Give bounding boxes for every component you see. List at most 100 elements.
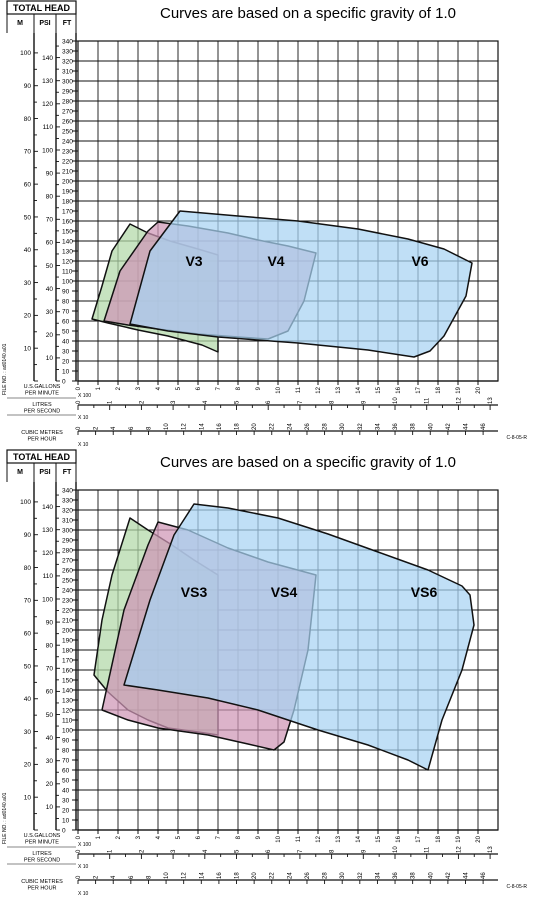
gpm-tick-label: 8 — [236, 835, 242, 839]
ft-tick-label: 150 — [62, 677, 73, 684]
gpm-tick-label: 1 — [96, 835, 102, 839]
gpm-tick-label: 20 — [476, 386, 482, 393]
pump-curve-chart-bottom: TOTAL HEAD M PSI FT Curves are based on a sp… — [2, 449, 527, 897]
m-tick-label: 80 — [24, 116, 32, 123]
ft-tick-label: 310 — [62, 517, 73, 524]
lps-tick-label: 8 — [330, 400, 336, 404]
gpm-tick-label: 9 — [256, 835, 262, 839]
m-tick-label: 20 — [24, 313, 32, 320]
cmh-tick-label: 40 — [428, 423, 434, 430]
lps-tick-label: 10 — [393, 846, 399, 853]
y-axis-name-ft: FT — [63, 469, 72, 476]
lps-axis-label: LITRES — [32, 402, 52, 408]
gpm-axis-unit: X 100 — [78, 842, 91, 848]
gpm-axis-unit: X 100 — [78, 393, 91, 399]
lps-tick-label: 2 — [139, 400, 145, 404]
cmh-tick-label: 44 — [463, 423, 469, 430]
cmh-tick-label: 0 — [76, 426, 82, 430]
cmh-tick-label: 36 — [393, 423, 399, 430]
gpm-axis-label-line2: PER MINUTE — [25, 840, 59, 846]
psi-tick-label: 40 — [46, 286, 54, 293]
curve-vs6 — [123, 503, 475, 771]
chart-title: Curves are based on a specific gravity o… — [160, 454, 456, 471]
ft-tick-label: 40 — [62, 338, 70, 345]
pump-curve-chart-top: TOTAL HEAD M PSI FT Curves are based on a sp… — [2, 0, 527, 448]
cmh-axis-label-line2: PER HOUR — [27, 886, 56, 892]
psi-tick-label: 100 — [42, 596, 53, 603]
psi-tick-label: 40 — [46, 735, 54, 742]
cmh-tick-label: 16 — [217, 423, 223, 430]
gpm-tick-label: 2 — [116, 835, 122, 839]
ft-tick-label: 100 — [62, 278, 73, 285]
y-axis-name-m: M — [17, 469, 23, 476]
cmh-tick-label: 16 — [217, 872, 223, 879]
lps-axis-unit: X 10 — [78, 415, 89, 421]
m-tick-label: 50 — [24, 214, 32, 221]
cmh-tick-label: 42 — [446, 872, 452, 879]
gpm-tick-label: 1 — [96, 386, 102, 390]
gpm-tick-label: 4 — [156, 835, 162, 839]
ft-tick-label: 40 — [62, 787, 70, 794]
psi-tick-label: 20 — [46, 332, 54, 339]
cmh-tick-label: 26 — [305, 872, 311, 879]
ft-tick-label: 200 — [62, 627, 73, 634]
lps-tick-label: 2 — [139, 849, 145, 853]
gpm-axis-label: U.S.GALLONS — [24, 384, 61, 390]
ft-tick-label: 260 — [62, 118, 73, 125]
ft-tick-label: 330 — [62, 48, 73, 55]
ft-tick-label: 70 — [62, 757, 70, 764]
gpm-tick-label: 13 — [336, 835, 342, 842]
cmh-tick-label: 6 — [129, 426, 135, 430]
lps-tick-label: 9 — [361, 849, 367, 853]
gpm-tick-label: 0 — [76, 835, 82, 839]
psi-tick-label: 80 — [46, 643, 54, 650]
cmh-tick-label: 6 — [129, 875, 135, 879]
ft-tick-label: 290 — [62, 537, 73, 544]
psi-tick-label: 90 — [46, 170, 54, 177]
file-number: FILE NO. : ad0140.a01 — [2, 792, 8, 844]
lps-tick-label: 0 — [76, 849, 82, 853]
psi-tick-label: 80 — [46, 194, 54, 201]
cmh-axis-unit: X 10 — [78, 891, 89, 897]
gpm-tick-label: 6 — [196, 835, 202, 839]
lps-tick-label: 1 — [108, 849, 114, 853]
cmh-tick-label: 46 — [481, 423, 487, 430]
lps-tick-label: 5 — [235, 400, 241, 404]
gpm-tick-label: 16 — [396, 386, 402, 393]
ft-tick-label: 150 — [62, 228, 73, 235]
psi-tick-label: 20 — [46, 781, 54, 788]
psi-tick-label: 50 — [46, 263, 54, 270]
lps-axis-label-line2: PER SECOND — [24, 409, 60, 415]
curve-label-v4: V4 — [267, 253, 284, 269]
cmh-axis-label-line2: PER HOUR — [27, 437, 56, 443]
cmh-tick-label: 20 — [252, 872, 258, 879]
cmh-tick-label: 14 — [199, 423, 205, 430]
cmh-axis-label: CUBIC METRES — [21, 879, 63, 885]
ft-tick-label: 80 — [62, 747, 70, 754]
lps-axis-label: LITRES — [32, 851, 52, 857]
gpm-axis-label-line2: PER MINUTE — [25, 391, 59, 397]
drawing-code: C-8-05-R — [506, 435, 527, 441]
cmh-tick-label: 2 — [94, 426, 100, 430]
curve-label-vs6: VS6 — [411, 584, 438, 600]
y-axis-name-psi: PSI — [39, 469, 50, 476]
lps-tick-label: 6 — [266, 849, 272, 853]
gpm-tick-label: 6 — [196, 386, 202, 390]
gpm-tick-label: 12 — [316, 835, 322, 842]
ft-tick-label: 130 — [62, 248, 73, 255]
ft-tick-label: 270 — [62, 108, 73, 115]
gpm-tick-label: 7 — [216, 386, 222, 390]
ft-tick-label: 120 — [62, 258, 73, 265]
lps-tick-label: 6 — [266, 400, 272, 404]
ft-tick-label: 340 — [62, 487, 73, 494]
psi-tick-label: 70 — [46, 217, 54, 224]
ft-tick-label: 90 — [62, 288, 70, 295]
ft-tick-label: 210 — [62, 617, 73, 624]
ft-tick-label: 20 — [62, 358, 70, 365]
cmh-tick-label: 42 — [446, 423, 452, 430]
cmh-tick-label: 18 — [235, 872, 241, 879]
ft-tick-label: 340 — [62, 38, 73, 45]
ft-tick-label: 30 — [62, 348, 70, 355]
m-tick-label: 100 — [20, 50, 31, 57]
ft-tick-label: 140 — [62, 238, 73, 245]
